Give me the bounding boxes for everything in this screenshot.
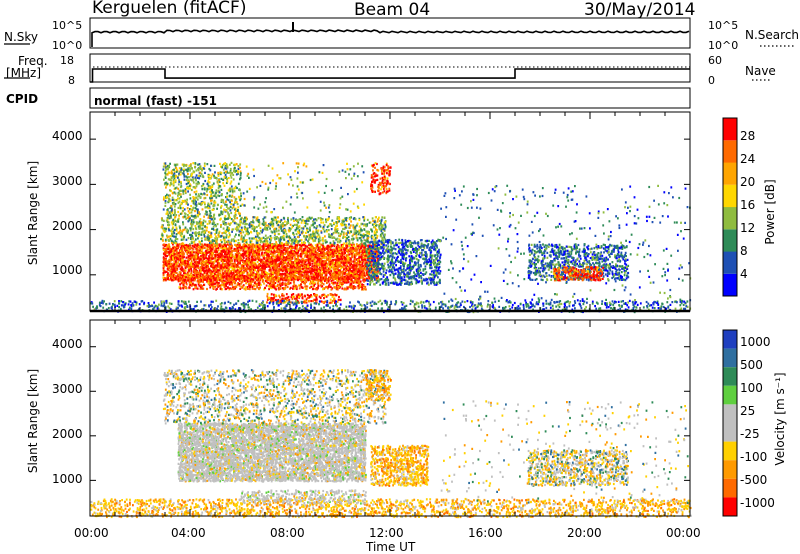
power-colorbar-segment [723,162,737,185]
noise-left-tick-bottom: 10^0 [52,40,82,51]
noise-line [91,29,690,47]
velocity-scatter [90,369,692,519]
power-cb-tick-28: 28 [740,130,755,142]
cpid-value: normal (fast) -151 [94,95,217,107]
velocity-colorbar-segment [723,460,737,479]
power-ytick-3000: 3000 [52,175,83,187]
vel-ytick-2000: 2000 [52,428,83,440]
power-cb-tick-12: 12 [740,222,755,234]
power-colorbar-segment [723,273,737,297]
velocity-colorbar-segment [723,423,737,442]
freq-unit-label: [MHz] [6,67,41,79]
vel-cb-tick-100: 100 [740,382,763,394]
xtick-3: 12:00 [369,527,404,539]
velocity-colorbar-segment [723,497,737,516]
xtick-5: 20:00 [567,527,602,539]
power-colorbar-segment [723,184,737,208]
power-colorbar-label: Power [dB] [763,167,777,257]
power-cb-tick-16: 16 [740,199,755,211]
noise-left-tick-top: 10^5 [52,20,82,31]
velocity-colorbar-segment [723,441,737,461]
vel-cb-tick-25: 25 [740,405,755,417]
velocity-colorbar-segment [723,385,737,405]
station-title: Kerguelen (fitACF) [92,0,246,17]
velocity-colorbar-segment [723,330,737,349]
power-cb-tick-20: 20 [740,176,755,188]
power-colorbar-segment [723,229,737,252]
xtick-2: 08:00 [270,527,305,539]
x-axis-label: Time UT [366,541,415,553]
nave-right-tick-top: 60 [708,55,722,66]
freq-left-tick-bottom: 8 [68,75,75,86]
noise-right-tick-bottom: 10^0 [708,40,738,51]
cpid-label: CPID [6,93,38,105]
xtick-4: 16:00 [468,527,503,539]
power-ylabel: Slant Range [km] [26,158,40,268]
power-cb-tick-24: 24 [740,153,755,165]
vel-ytick-1000: 1000 [52,473,83,485]
power-cb-tick-4: 4 [740,268,748,280]
vel-ytick-4000: 4000 [52,338,83,350]
frequency-line [90,68,690,83]
power-ytick-1000: 1000 [52,264,83,276]
velocity-colorbar-segment [723,404,737,423]
power-ytick-2000: 2000 [52,220,83,232]
freq-label: Freq. [18,55,48,67]
noise-panel-frame [89,17,691,49]
freq-left-tick-top: 18 [60,55,74,66]
nave-label: Nave [745,65,776,77]
xtick-0: 00:00 [74,527,109,539]
power-colorbar-segment [723,251,737,274]
vel-cb-tick-neg100: -100 [740,451,767,463]
vel-cb-tick-neg1000: -1000 [740,497,775,509]
vel-cb-tick-neg500: -500 [740,474,767,486]
vel-colorbar-label: Velocity [m s⁻¹] [773,359,787,479]
velocity-colorbar-segment [723,478,737,498]
vel-cb-tick-neg25: -25 [740,428,760,440]
power-colorbar-segment [723,140,737,163]
nave-right-tick-bottom: 0 [708,75,715,86]
velocity-colorbar-segment [723,367,737,386]
velocity-colorbar-frame [722,329,738,517]
xtick-1: 04:00 [171,527,206,539]
vel-cb-tick-1000: 1000 [740,336,771,348]
date-title: 30/May/2014 [584,2,696,19]
power-ytick-4000: 4000 [52,130,83,142]
nsearch-label: N.Search [745,29,799,41]
vel-ylabel: Slant Range [km] [26,366,40,476]
power-colorbar-segment [723,207,737,230]
power-scatter [90,161,692,314]
cpid-panel-frame [89,87,691,109]
vel-cb-tick-500: 500 [740,359,763,371]
nsky-label: N.Sky [4,31,38,43]
power-cb-tick-8: 8 [740,245,748,257]
freq-panel-frame [89,53,691,83]
power-colorbar-segment [723,118,737,141]
vel-ytick-3000: 3000 [52,383,83,395]
xtick-6: 00:00 [666,527,701,539]
beam-title: Beam 04 [354,2,430,19]
velocity-colorbar-segment [723,348,737,368]
noise-right-tick-top: 10^5 [708,20,738,31]
power-colorbar-frame [722,117,738,297]
